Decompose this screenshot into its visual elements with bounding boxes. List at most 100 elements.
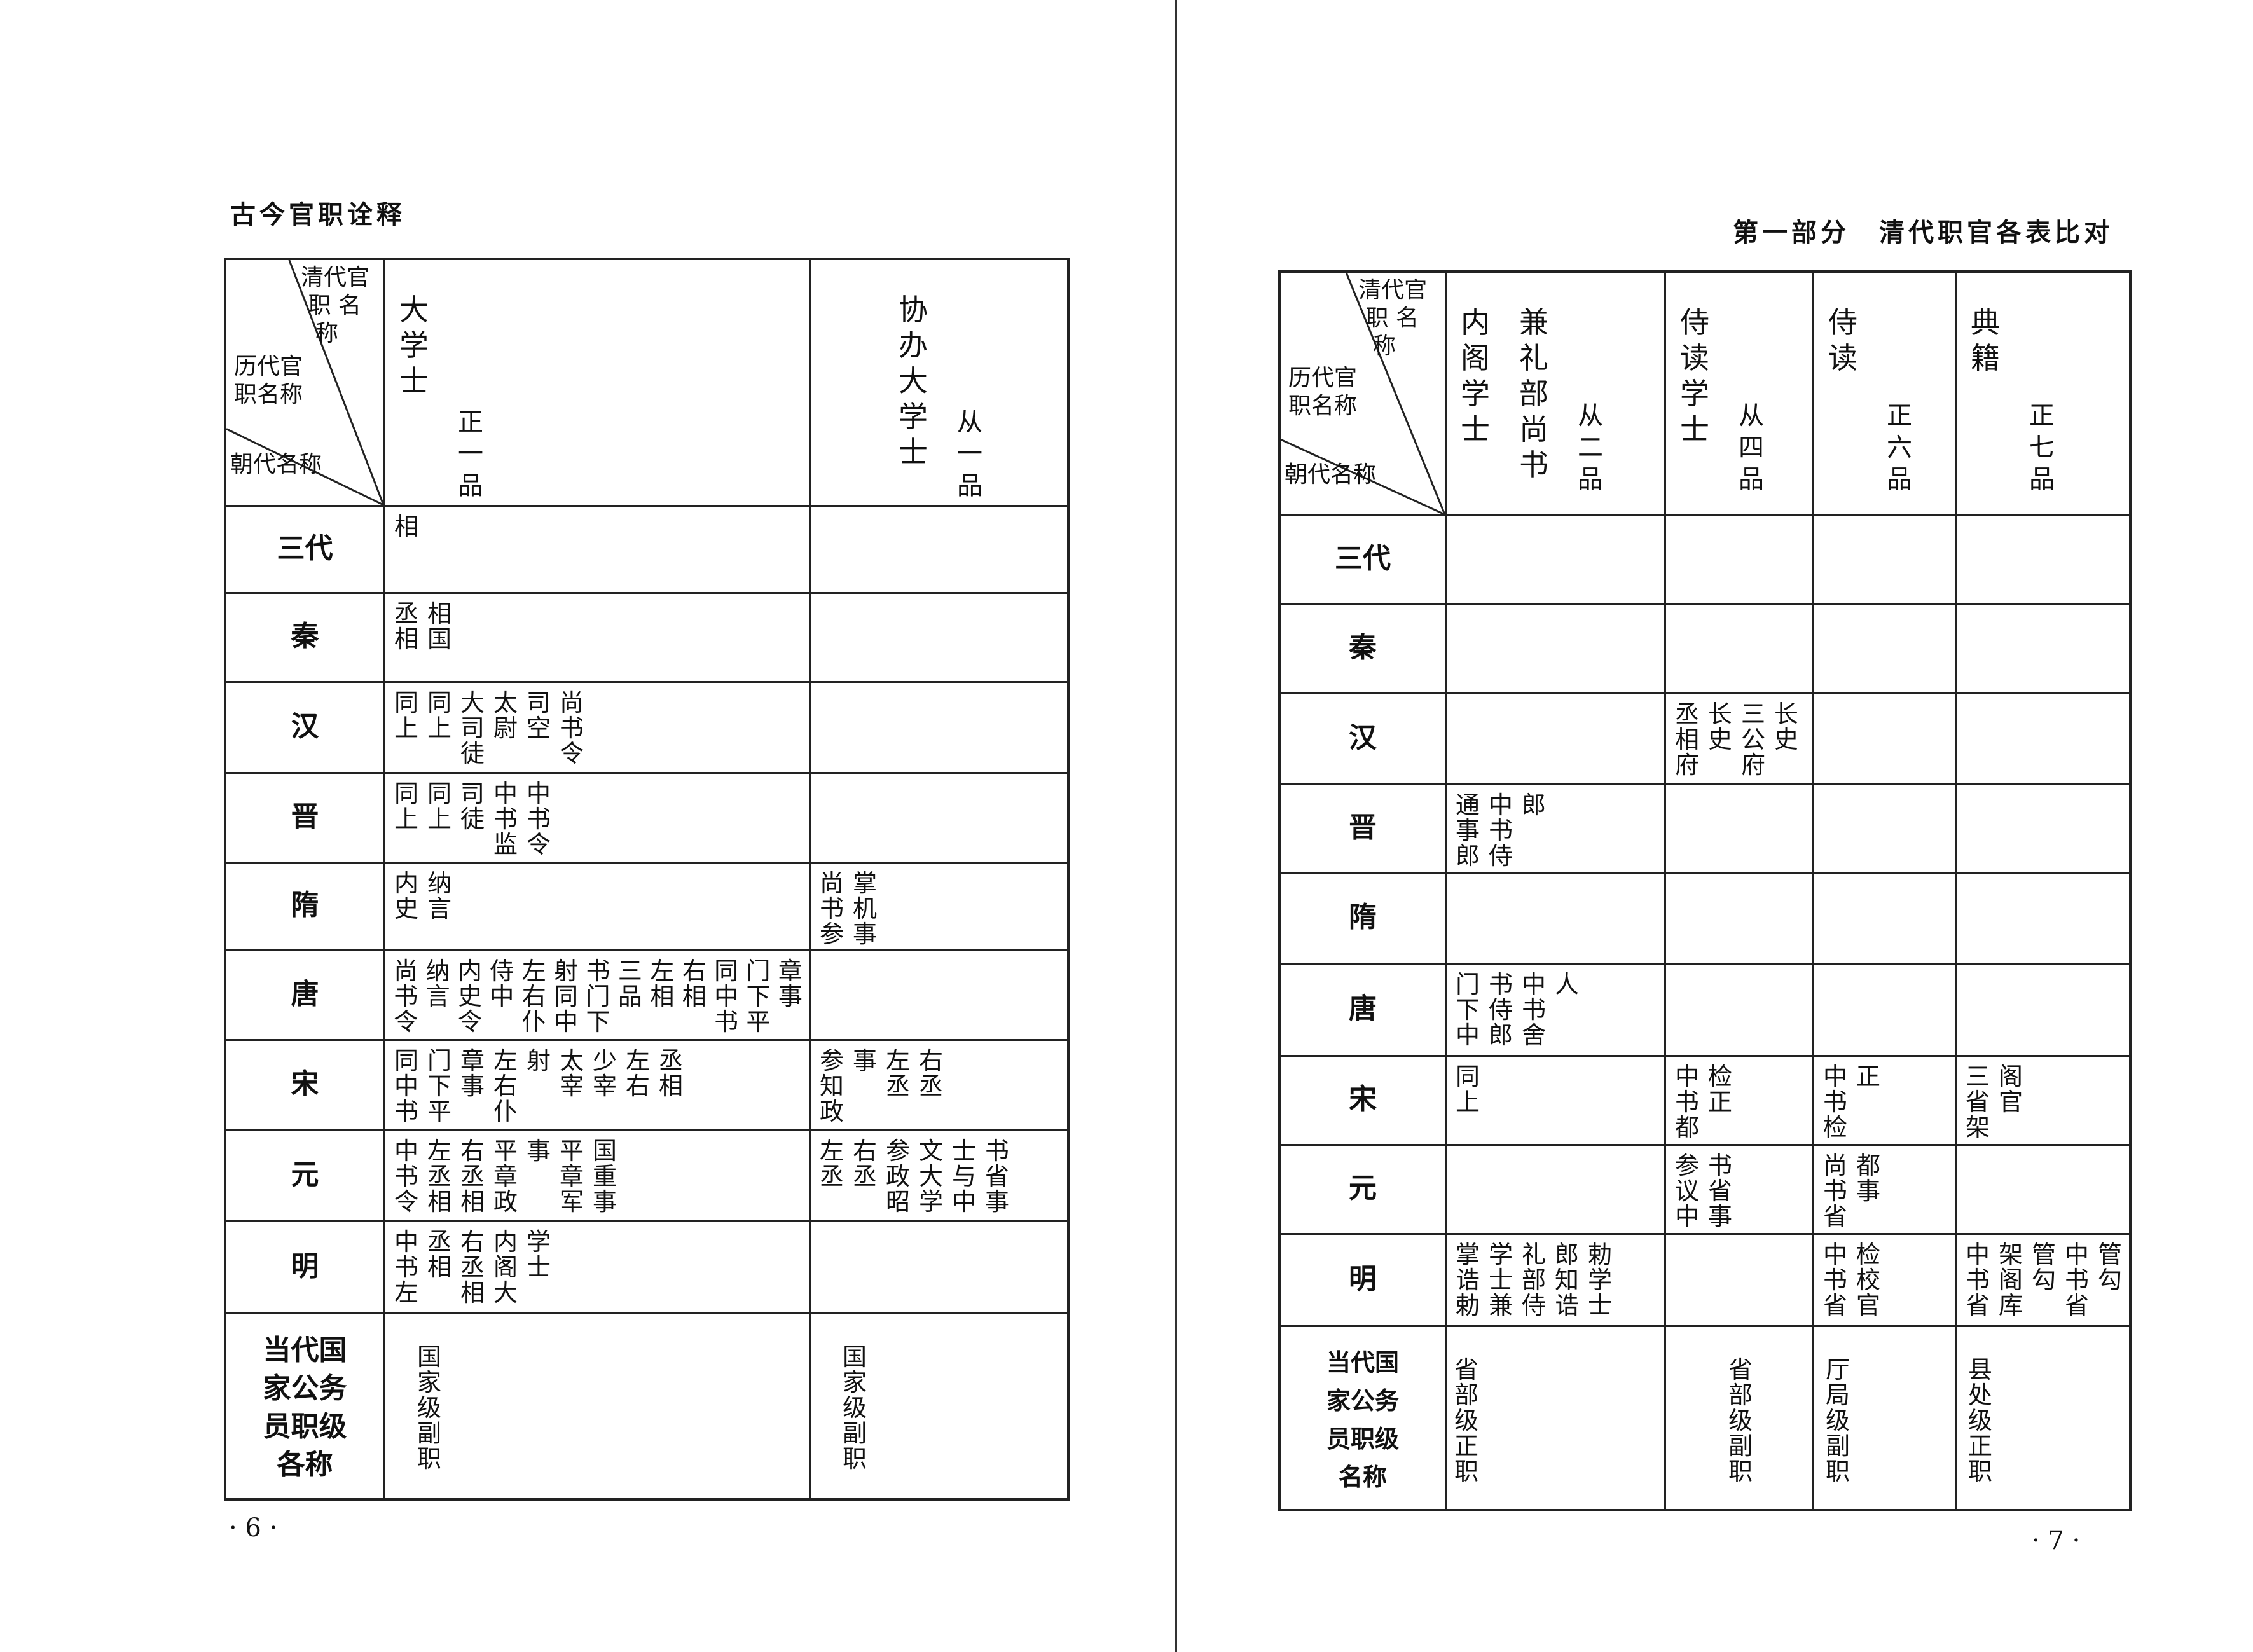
cell-entry-text: 侍中 <box>490 957 514 1010</box>
cell-entry-text: 国重事 <box>592 1137 617 1216</box>
corner-label-qing: 清代官 职 名 称 <box>1358 277 1428 359</box>
cell-entry: 司徒 <box>460 781 485 832</box>
cell-entry: 中书监 <box>493 781 518 857</box>
rank-wrap: 从二品 <box>1577 305 1604 514</box>
column-rank: 正六品 <box>1886 400 1913 495</box>
cell-entry: 中书检 <box>1822 1064 1848 1140</box>
column-rank: 从一品 <box>956 406 983 502</box>
table-cell: 中书检正 <box>1812 1055 1955 1144</box>
cell-entry: 相国 <box>427 601 452 652</box>
cell-entry-text: 左右仆 <box>521 957 546 1036</box>
column-title: 协办大学士 <box>898 292 928 505</box>
table-cell: 中书左 丞相 右丞相 内阁大 学士 <box>383 1220 809 1312</box>
column-title-text: 侍读 <box>1828 305 1857 375</box>
column-divider <box>1664 273 1666 1509</box>
table-cell: 参议中 书省事 <box>1664 1144 1812 1233</box>
column-title: 侍读学士 <box>1679 305 1710 514</box>
table-cell: 丞相 相国 <box>383 592 809 681</box>
cell-entry-text: 检正 <box>1707 1063 1732 1116</box>
cell-entry: 内史令 <box>458 958 482 1035</box>
cell-entry: 参政昭 <box>885 1138 911 1215</box>
row-divider <box>1281 1233 2129 1235</box>
cell-entry: 左相 <box>650 958 674 1009</box>
cell-entry: 省部级副职 <box>1728 1357 1753 1484</box>
cell-entry: 事 <box>852 1048 878 1073</box>
table-cell <box>1445 872 1664 963</box>
cell-entry-text: 参议中 <box>1674 1152 1699 1230</box>
table-cell <box>1664 1233 1812 1325</box>
corner-label-qing: 清代官 职 名 称 <box>301 265 370 347</box>
cell-entry-text: 中书令 <box>526 780 551 858</box>
cell-entry: 省部级正职 <box>1454 1357 1479 1484</box>
table-cell <box>1445 692 1664 783</box>
cell-entry: 右丞相 <box>460 1138 485 1215</box>
column-rank: 正一品 <box>457 406 484 502</box>
row-divider <box>226 1312 1067 1314</box>
dynasty-label: 汉 <box>1349 721 1377 754</box>
row-divider <box>1281 603 2129 605</box>
table-cell: 国家级副职 <box>809 1312 1072 1503</box>
cell-entry: 射 <box>526 1048 551 1073</box>
running-title: 第一部分 清代职官各表比对 <box>1733 217 2113 247</box>
cell-entry-text: 事 <box>526 1137 551 1165</box>
cell-entry: 县处级正职 <box>1967 1357 1993 1484</box>
table-cell <box>1812 783 1955 872</box>
cell-entry: 左丞 <box>885 1048 911 1099</box>
dynasty-label: 隋 <box>1349 901 1377 933</box>
cell-entry: 门下平 <box>427 1048 452 1124</box>
table-cell: 内史 纳言 <box>383 862 809 949</box>
column-header: 协办大学士从一品 <box>809 260 1072 505</box>
row-divider <box>1281 692 2129 694</box>
column-title: 内阁学士 <box>1460 305 1491 514</box>
corner-label-chaodai: 朝代名称 <box>1285 462 1377 488</box>
cell-entry-text: 厅局级副职 <box>1825 1356 1850 1485</box>
column-rank: 从二品 <box>1577 400 1604 495</box>
column-header: 内阁学士 兼礼部尚书 从二品 <box>1445 273 1664 514</box>
cell-entry-text: 门下平 <box>427 1047 451 1125</box>
cell-entry-text: 右丞相 <box>460 1228 485 1307</box>
cell-entry: 中书省 <box>1965 1242 1990 1318</box>
cell-entry: 书省事 <box>1707 1153 1733 1229</box>
cell-entry: 厅局级副职 <box>1825 1357 1850 1484</box>
column-title: 典籍 <box>1970 305 2001 514</box>
cell-entry: 丞相 <box>394 601 419 652</box>
cell-entry-text: 通事郎 <box>1455 791 1480 870</box>
cell-entry: 文大学 <box>918 1138 944 1215</box>
row-divider <box>1281 872 2129 874</box>
table-cell <box>809 949 1072 1039</box>
cell-entry: 纳言 <box>427 871 452 921</box>
cell-entry-text: 同中书 <box>714 957 739 1036</box>
table-cell <box>809 592 1072 681</box>
cell-entry: 架阁库 <box>1998 1242 2023 1318</box>
dynasty-label: 宋 <box>291 1068 319 1100</box>
cell-entry-text: 长史 <box>1774 700 1798 754</box>
cell-entry: 尚书参 <box>819 871 844 947</box>
cell-entry-text: 学士 <box>526 1228 551 1281</box>
cell-entry: 内史 <box>394 871 419 921</box>
column-divider <box>1955 273 1957 1509</box>
column-header: 侍读学士 从四品 <box>1664 273 1812 514</box>
row-divider <box>1281 514 2129 516</box>
cell-entry: 丞相 <box>658 1048 684 1099</box>
cell-entry: 同中书 <box>394 1048 419 1124</box>
cell-entry-text: 参政昭 <box>885 1137 910 1216</box>
row-divider <box>1281 1325 2129 1327</box>
rank-wrap: 正六品 <box>1886 305 1913 514</box>
cell-entry: 国家级副职 <box>842 1344 867 1471</box>
page-number: · 7 · <box>2032 1526 2081 1555</box>
table-cell <box>1955 603 2134 692</box>
cell-entry: 内阁大 <box>493 1229 518 1305</box>
cell-entry-text: 书门下 <box>586 957 610 1036</box>
cell-entry-text: 阁官 <box>1998 1063 2023 1116</box>
cell-entry: 通事郎 <box>1455 792 1480 869</box>
cell-entry-text: 纳言 <box>425 957 450 1010</box>
row-divider <box>1281 783 2129 785</box>
dynasty-label: 元 <box>1349 1172 1377 1204</box>
cell-entry-text: 左丞 <box>819 1137 844 1190</box>
cell-entry: 阁官 <box>1998 1064 2023 1115</box>
page-divider <box>1175 0 1177 1652</box>
cell-entry-text: 太尉 <box>493 689 518 742</box>
cell-entry: 丞相府 <box>1674 701 1700 778</box>
cell-entry: 检校官 <box>1856 1242 1881 1318</box>
column-header: 侍读正六品 <box>1812 273 1955 514</box>
